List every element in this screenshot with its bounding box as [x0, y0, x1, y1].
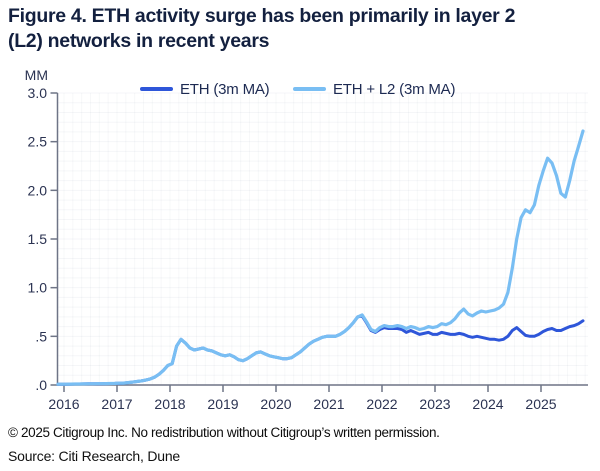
series-line-eth-l2-3m-ma-	[56, 129, 585, 386]
y-tick-label: .0	[35, 377, 47, 393]
chart-canvas: 3.0 2.5 2.0 1.5 1.0 .5 .0 2016 2017 2018 2019 2020…	[25, 67, 588, 412]
y-tick-label: 1.5	[28, 231, 48, 247]
legend-label-eth: ETH (3m MA)	[180, 80, 270, 98]
y-tick-label: 1.0	[28, 280, 48, 296]
y-axis-labels: 3.0 2.5 2.0 1.5 1.0 .5 .0	[28, 85, 48, 393]
x-tick-label: 2024	[472, 396, 503, 412]
chart-legend: ETH (3m MA) ETH + L2 (3m MA)	[0, 80, 600, 98]
x-tick-label: 2017	[101, 396, 132, 412]
x-tick-label: 2018	[154, 396, 185, 412]
source-line: Source: Citi Research, Dune	[8, 448, 181, 464]
legend-label-eth-l2: ETH + L2 (3m MA)	[333, 80, 456, 98]
x-tick-label: 2022	[366, 396, 397, 412]
x-tick-label: 2019	[207, 396, 238, 412]
x-tick-label: 2021	[313, 396, 344, 412]
figure-title: Figure 4. ETH activity surge has been pr…	[8, 4, 596, 54]
figure-title-line1: Figure 4. ETH activity surge has been pr…	[8, 5, 516, 27]
legend-item-eth: ETH (3m MA)	[140, 80, 270, 98]
y-tick-label: 3.0	[28, 85, 48, 101]
copyright-notice: © 2025 Citigroup Inc. No redistribution …	[8, 425, 440, 440]
y-tick-label: .5	[35, 328, 47, 344]
axes	[50, 92, 588, 392]
data-series	[56, 129, 585, 386]
y-tick-label: 2.5	[28, 134, 48, 150]
legend-item-eth-l2: ETH + L2 (3m MA)	[293, 80, 455, 98]
x-tick-label: 2020	[260, 396, 291, 412]
x-axis-labels: 2016 2017 2018 2019 2020 2021 2022 2023 2024 2025	[48, 396, 556, 412]
gridlines	[57, 92, 588, 376]
eth-line-swatch	[140, 87, 173, 91]
y-axis-unit-label: MM	[25, 67, 48, 83]
x-tick-label: 2025	[525, 396, 556, 412]
x-tick-label: 2016	[48, 396, 79, 412]
y-tick-label: 2.0	[28, 182, 48, 198]
eth-l2-line-swatch	[293, 87, 326, 91]
line-chart: 3.0 2.5 2.0 1.5 1.0 .5 .0 2016 2017 2018 2019 2020…	[0, 58, 600, 416]
x-tick-label: 2023	[419, 396, 450, 412]
figure-title-line2: (L2) networks in recent years	[8, 29, 270, 52]
